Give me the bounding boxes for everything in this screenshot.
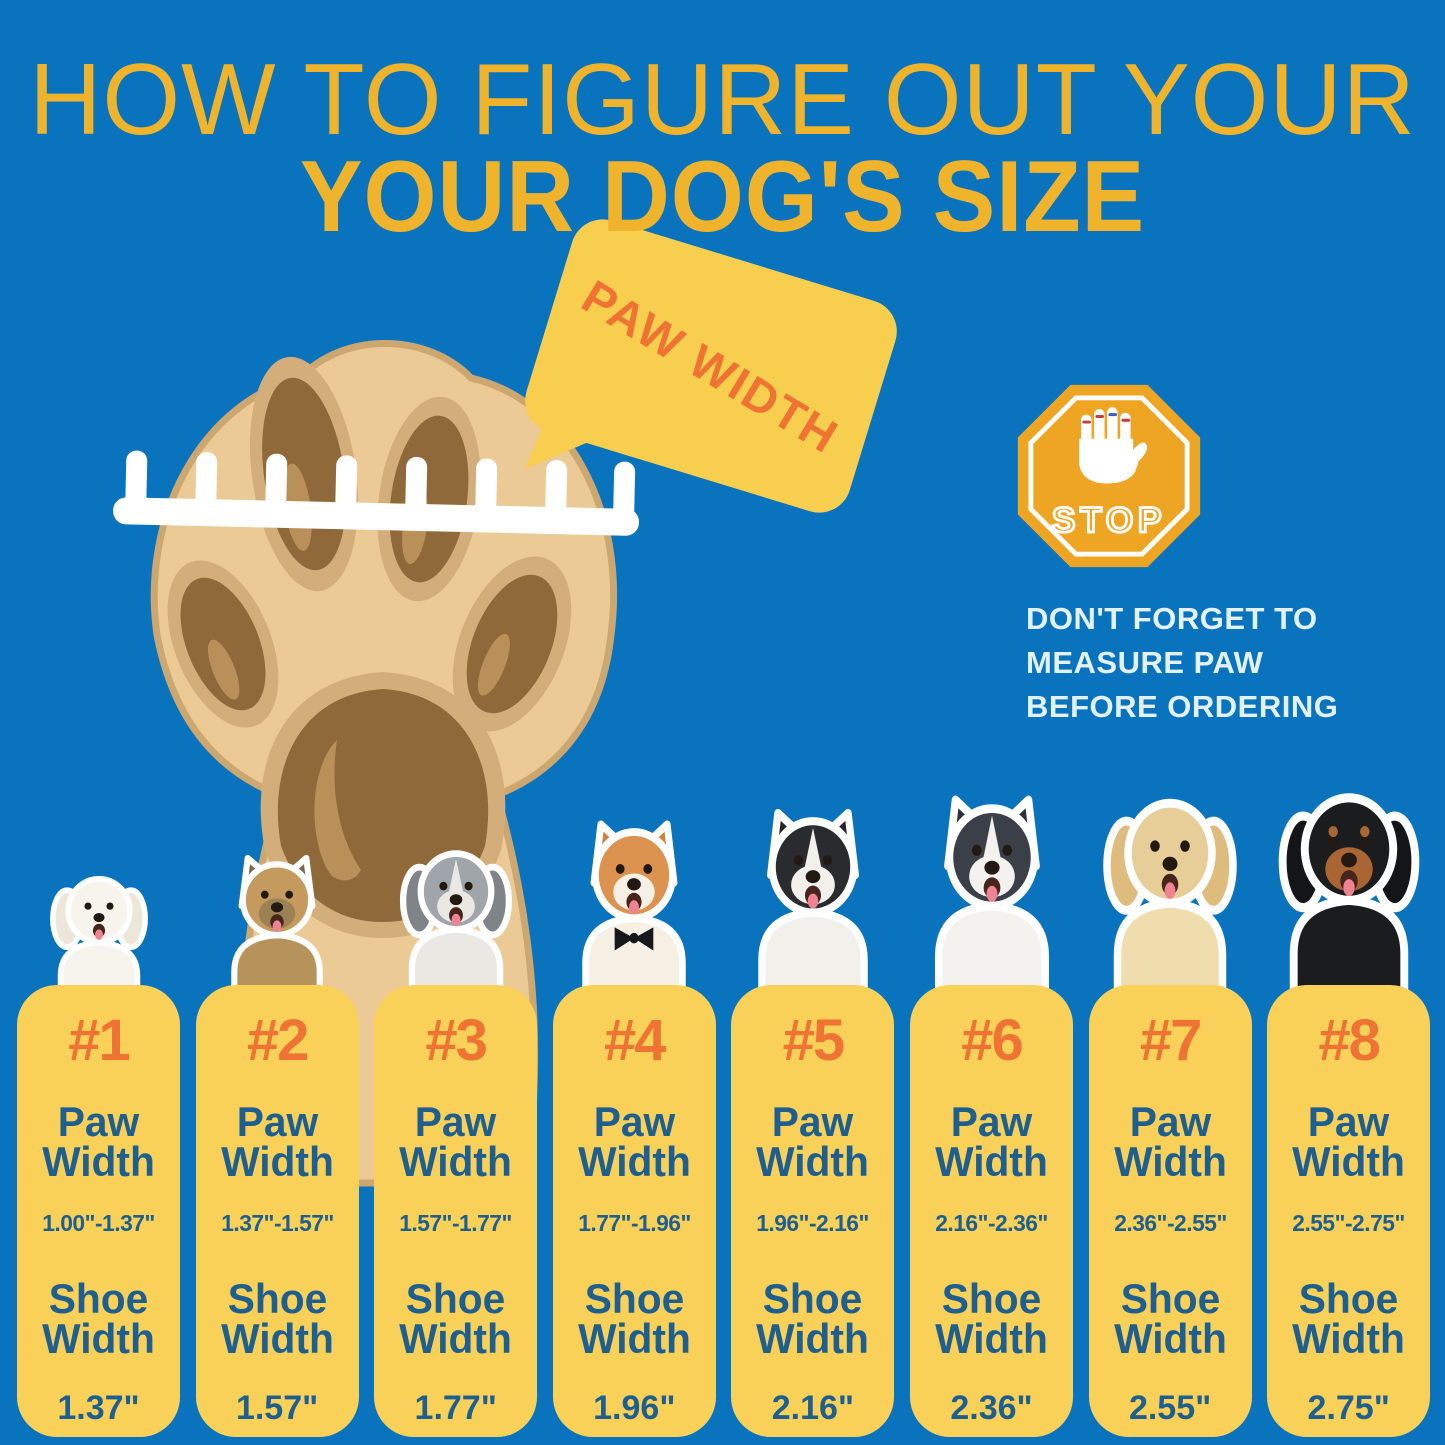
shoe-width-value: 2.55" — [1128, 1388, 1212, 1427]
paw-width-range: 2.55"-2.75" — [1292, 1209, 1405, 1236]
size-card-3: #3 Paw Width 1.57"-1.77" Shoe Width 1.77" — [374, 985, 538, 1437]
size-card-7: #7 Paw Width 2.36"-2.55" Shoe Width 2.55" — [1088, 985, 1252, 1437]
paw-width-label: Paw Width — [42, 1098, 155, 1185]
shoe-width-label: Shoe Width — [935, 1274, 1048, 1362]
size-card-1: #1 Paw Width 1.00"-1.37" Shoe Width 1.37" — [17, 985, 180, 1437]
shoe-width-value: 1.96" — [593, 1388, 676, 1427]
stop-octagon-hand-icon: STOP — [1017, 384, 1201, 568]
shoe-width-value: 2.16" — [771, 1388, 855, 1427]
size-card-4: #4 Paw Width 1.77"-1.96" Shoe Width 1.96" — [552, 985, 716, 1437]
reminder-line-1: DON'T FORGET TO — [1026, 601, 1318, 636]
paw-width-range: 2.16"-2.36" — [935, 1209, 1048, 1236]
size-number: #4 — [604, 1008, 667, 1073]
shoe-width-value: 2.36" — [950, 1388, 1033, 1427]
dog-photo-shiba-inu — [565, 812, 703, 1016]
shoe-width-label: Shoe Width — [1292, 1274, 1406, 1362]
paw-width-range: 1.96"-2.16" — [756, 1209, 870, 1236]
raised-hand-icon — [1079, 407, 1148, 484]
dog-photo-golden-retriever — [1095, 780, 1245, 1017]
size-card-6: #6 Paw Width 2.16"-2.36" Shoe Width 2.36" — [910, 985, 1073, 1437]
page-title: HOW TO FIGURE OUT YOUR YOUR DOG'S SIZE — [0, 50, 1445, 248]
paw-width-label: Paw Width — [577, 1098, 691, 1185]
dog-photo-bichon-frise — [44, 864, 154, 1015]
shoe-width-value: 1.57" — [235, 1388, 319, 1427]
shoe-width-label: Shoe Width — [42, 1274, 155, 1362]
size-number: #5 — [782, 1008, 846, 1073]
paw-width-label: Paw Width — [220, 1098, 334, 1185]
reminder-line-2: MEASURE PAW — [1026, 645, 1264, 681]
size-number: #2 — [246, 1008, 310, 1073]
stop-label: STOP — [1052, 501, 1166, 540]
size-number: #3 — [425, 1008, 488, 1073]
dog-photo-rottweiler — [1270, 774, 1428, 1017]
title-line-1: HOW TO FIGURE OUT YOUR — [29, 44, 1416, 156]
paw-width-label: Paw Width — [399, 1098, 513, 1185]
paw-width-range: 1.57"-1.77" — [399, 1209, 512, 1236]
shoe-width-label: Shoe Width — [756, 1274, 870, 1362]
paw-width-label: Paw Width — [1292, 1098, 1406, 1185]
shoe-width-label: Shoe Width — [399, 1274, 513, 1362]
reminder-line-3: BEFORE ORDERING — [1026, 689, 1339, 725]
title-line-2: YOUR DOG'S SIZE — [299, 141, 1146, 253]
paw-width-label: Paw Width — [935, 1098, 1048, 1185]
shoe-width-value: 2.75" — [1307, 1388, 1390, 1427]
shoe-width-value: 1.37" — [57, 1388, 140, 1427]
size-card-2: #2 Paw Width 1.37"-1.57" Shoe Width 1.57" — [195, 985, 359, 1437]
paw-width-range: 1.37"-1.57" — [220, 1209, 334, 1236]
shoe-width-label: Shoe Width — [1113, 1274, 1227, 1362]
size-card-8: #8 Paw Width 2.55"-2.75" Shoe Width 2.75" — [1267, 985, 1431, 1437]
shoe-width-value: 1.77" — [414, 1388, 497, 1427]
shoe-width-label: Shoe Width — [577, 1274, 691, 1362]
paw-width-label: Paw Width — [1113, 1098, 1227, 1185]
size-number: #8 — [1318, 1008, 1381, 1073]
paw-width-range: 2.36"-2.55" — [1113, 1209, 1227, 1236]
paw-width-range: 1.77"-1.96" — [577, 1209, 691, 1236]
paw-width-range: 1.00"-1.37" — [42, 1209, 155, 1236]
size-number: #1 — [68, 1008, 131, 1073]
shoe-width-label: Shoe Width — [220, 1274, 334, 1362]
reminder-note: DON'T FORGET TO MEASURE PAW BEFORE ORDER… — [1026, 597, 1406, 729]
stop-badge: STOP — [1016, 383, 1202, 569]
size-card-5: #5 Paw Width 1.96"-2.16" Shoe Width 2.16" — [731, 985, 895, 1437]
size-number: #7 — [1139, 1008, 1203, 1073]
size-number: #6 — [961, 1008, 1024, 1073]
paw-width-label: Paw Width — [756, 1098, 870, 1185]
